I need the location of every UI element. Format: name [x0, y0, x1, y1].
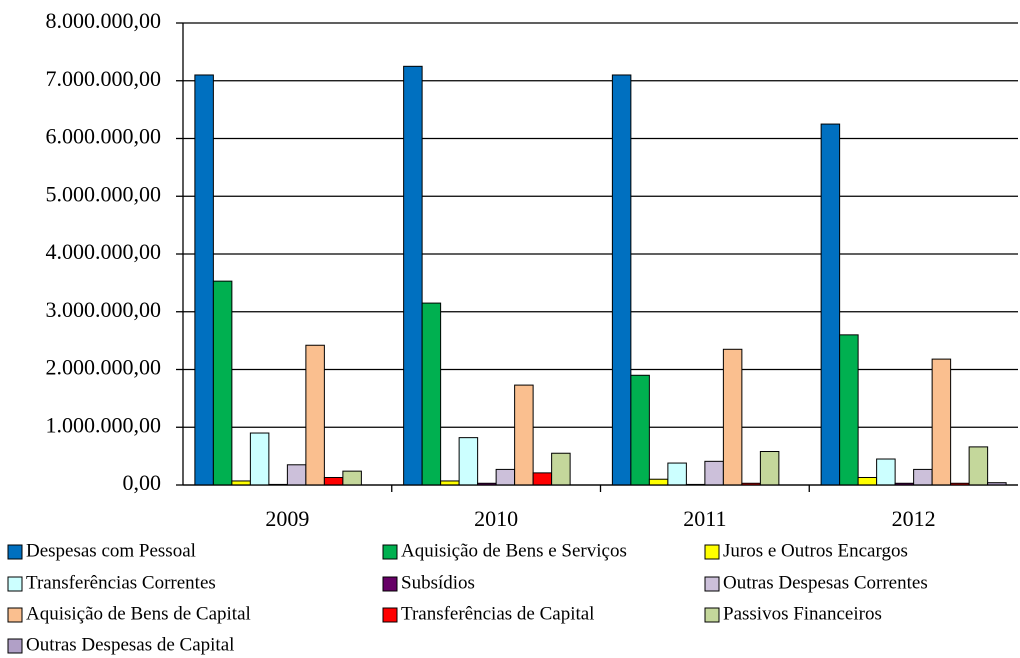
legend-swatch: [7, 544, 23, 560]
legend-swatch: [382, 544, 398, 560]
legend-swatch: [7, 607, 23, 623]
bar: [495, 468, 516, 486]
legend-label: Outras Despesas de Capital: [26, 634, 234, 655]
bar: [913, 468, 933, 486]
x-tick-label: 2010: [474, 506, 518, 531]
legend-swatch: [7, 638, 23, 654]
bar: [403, 65, 423, 486]
bar: [648, 478, 669, 486]
bar: [305, 344, 325, 486]
bar: [286, 464, 307, 486]
legend-label: Transferências Correntes: [26, 572, 216, 593]
bar: [551, 452, 571, 486]
legend-swatch: [704, 544, 720, 560]
bar: [968, 446, 989, 486]
bar: [759, 451, 780, 486]
bar: [212, 280, 233, 486]
bar: [931, 358, 952, 486]
bar: [820, 123, 841, 486]
legend-label: Passivos Financeiros: [723, 603, 882, 624]
x-tick-label: 2012: [892, 506, 936, 531]
legend-swatch: [704, 607, 720, 623]
y-tick-label: 1.000.000,00: [46, 412, 162, 437]
bar: [194, 74, 214, 486]
bar: [667, 462, 687, 486]
y-tick-label: 3.000.000,00: [46, 297, 162, 322]
y-tick-label: 2.000.000,00: [46, 355, 162, 380]
y-tick-label: 0,00: [123, 470, 162, 495]
y-tick-label: 7.000.000,00: [46, 66, 162, 91]
bar: [342, 470, 362, 486]
legend-label: Aquisição de Bens de Capital: [26, 603, 251, 624]
y-tick-label: 6.000.000,00: [46, 124, 162, 149]
bar: [839, 334, 859, 486]
bar: [458, 437, 479, 486]
bar: [611, 74, 632, 486]
legend-swatch: [704, 576, 720, 592]
bar: [630, 374, 650, 486]
bar: [514, 384, 534, 486]
bar: [704, 460, 724, 486]
bar: [323, 476, 344, 486]
y-tick-label: 8.000.000,00: [46, 8, 162, 33]
legend-label: Aquisição de Bens e Serviços: [401, 540, 627, 561]
y-tick-label: 5.000.000,00: [46, 181, 162, 206]
legend-swatch: [382, 607, 398, 623]
x-tick-label: 2011: [683, 506, 726, 531]
legend-label: Outras Despesas Correntes: [723, 572, 928, 593]
legend-label: Juros e Outros Encargos: [723, 540, 908, 561]
legend-label: Despesas com Pessoal: [26, 540, 196, 561]
x-tick-label: 2009: [265, 506, 309, 531]
bar: [876, 458, 896, 486]
bar: [421, 302, 442, 486]
legend-swatch: [382, 576, 398, 592]
bar: [249, 432, 270, 486]
legend-swatch: [7, 576, 23, 592]
legend-label: Transferências de Capital: [401, 603, 594, 624]
bar: [722, 348, 743, 486]
y-tick-label: 4.000.000,00: [46, 239, 162, 264]
bar: [857, 476, 878, 486]
legend-label: Subsídios: [401, 572, 475, 593]
bar: [532, 472, 553, 486]
